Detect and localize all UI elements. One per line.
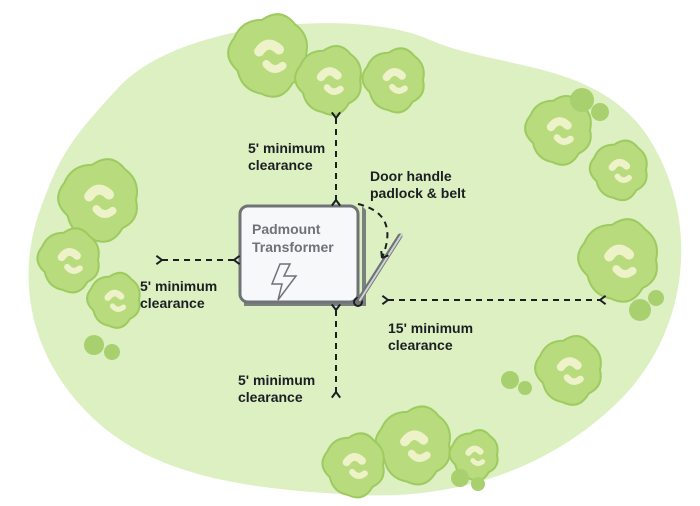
- clearance-label-right: 15' minimum clearance: [388, 320, 473, 354]
- diagram-svg: Padmount Transformer: [0, 0, 700, 506]
- transformer-label-line1: Padmount: [252, 221, 321, 237]
- shrub-dot: [501, 371, 519, 389]
- shrub-dot: [648, 290, 664, 306]
- shrub-dot: [518, 381, 532, 395]
- shrub-dot: [570, 88, 594, 112]
- clearance-diagram: Padmount Transformer 5' minimum clearance…: [0, 0, 700, 506]
- clearance-label-left: 5' minimum clearance: [140, 278, 217, 312]
- shrub-dot: [451, 469, 469, 487]
- transformer-label-line2: Transformer: [252, 239, 334, 255]
- clearance-label-bottom: 5' minimum clearance: [238, 372, 315, 406]
- shrub-dot: [591, 103, 609, 121]
- clearance-label-top: 5' minimum clearance: [248, 140, 325, 174]
- shrub-dot: [84, 335, 104, 355]
- shrub-dot: [629, 299, 651, 321]
- shrub-dot: [104, 344, 120, 360]
- shrub-dot: [471, 477, 485, 491]
- door-handle-label: Door handle padlock & belt: [370, 168, 466, 202]
